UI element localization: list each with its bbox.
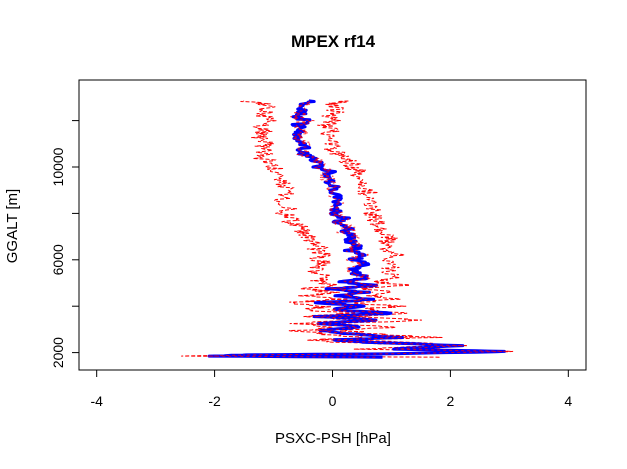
chart-title: MPEX rf14 (291, 32, 376, 51)
x-tick-label: -2 (208, 393, 221, 409)
x-axis: -4 -2 0 2 4 (90, 370, 572, 409)
x-tick-label: -4 (90, 393, 103, 409)
y-axis: 2000 6000 10000 (50, 120, 79, 368)
x-tick-label: 2 (447, 393, 455, 409)
mean-line-layer (207, 99, 509, 359)
y-tick-label: 2000 (50, 337, 66, 368)
mean-overlay-line (207, 100, 509, 358)
y-tick-label: 6000 (50, 244, 66, 275)
x-axis-label: PSXC-PSH [hPa] (275, 430, 391, 447)
mean-line (207, 99, 506, 359)
x-tick-label: 4 (564, 393, 572, 409)
y-axis-label: GGALT [m] (4, 189, 21, 263)
envelope-line-1 (181, 100, 490, 358)
y-tick-label: 10000 (50, 147, 66, 186)
plot-frame (78, 79, 587, 371)
x-tick-label: 0 (329, 393, 337, 409)
